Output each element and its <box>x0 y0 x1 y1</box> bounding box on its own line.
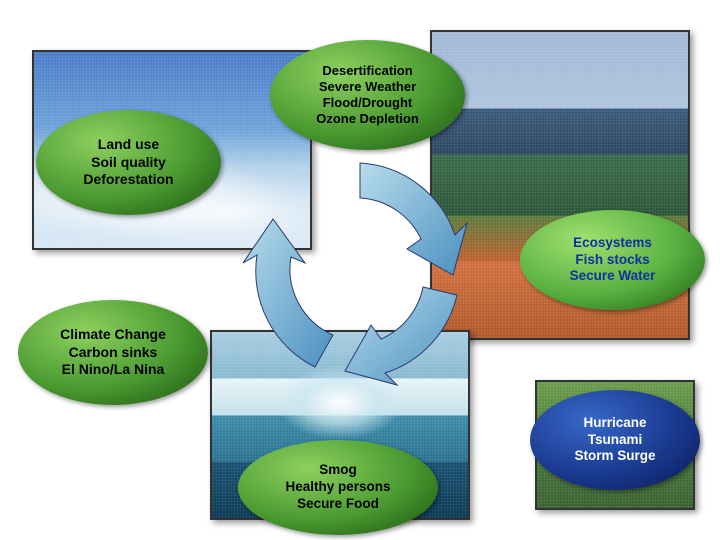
ellipse-ecosystems: Ecosystems Fish stocks Secure Water <box>520 210 705 310</box>
ellipse-line: Ozone Depletion <box>316 111 419 127</box>
ellipse-line: Climate Change <box>60 326 166 344</box>
ellipse-line: Ecosystems <box>573 235 652 252</box>
ellipse-line: Desertification <box>322 63 412 79</box>
cycle-arrows <box>235 145 485 395</box>
ellipse-line: Severe Weather <box>319 79 416 95</box>
ellipse-line: Soil quality <box>91 154 166 172</box>
ellipse-climate-change: Climate Change Carbon sinks El Nino/La N… <box>18 300 208 405</box>
ellipse-line: Land use <box>98 136 159 154</box>
ellipse-line: Healthy persons <box>285 479 390 496</box>
ellipse-line: Smog <box>319 462 357 479</box>
ellipse-smog: Smog Healthy persons Secure Food <box>238 440 438 535</box>
ellipse-line: Secure Food <box>297 496 379 513</box>
ellipse-line: Flood/Drought <box>323 95 413 111</box>
ellipse-line: El Nino/La Nina <box>62 361 165 379</box>
ellipse-land-use: Land use Soil quality Deforestation <box>36 110 221 215</box>
ellipse-line: Fish stocks <box>575 252 649 269</box>
ellipse-desertification: Desertification Severe Weather Flood/Dro… <box>270 40 465 150</box>
ellipse-line: Secure Water <box>570 268 656 285</box>
ellipse-line: Deforestation <box>83 171 173 189</box>
ellipse-line: Hurricane <box>583 415 646 432</box>
ellipse-line: Tsunami <box>588 432 643 449</box>
ellipse-hurricane: Hurricane Tsunami Storm Surge <box>530 390 700 490</box>
ellipse-line: Storm Surge <box>574 448 655 465</box>
ellipse-line: Carbon sinks <box>69 344 158 362</box>
